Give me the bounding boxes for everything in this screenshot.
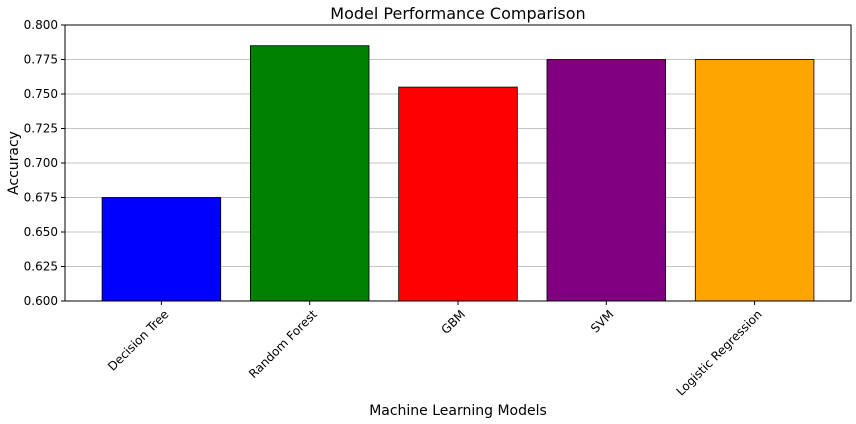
y-tick-label: 0.650 xyxy=(24,225,58,239)
x-axis-ticks: Decision Tree Random Forest GBM SVM Logistic… xyxy=(105,301,765,399)
bar-logistic-regression xyxy=(694,59,815,302)
x-tick-label: SVM xyxy=(588,307,616,335)
y-tick-label: 0.775 xyxy=(24,53,58,67)
y-axis-label: Accuracy xyxy=(6,131,22,195)
chart-title: Model Performance Comparison xyxy=(330,4,585,23)
y-tick-label: 0.750 xyxy=(24,87,58,101)
y-tick-label: 0.625 xyxy=(24,260,58,274)
x-tick-label: Logistic Regression xyxy=(673,307,764,398)
x-tick-label: GBM xyxy=(439,307,469,337)
x-tick-label: Random Forest xyxy=(246,307,320,381)
x-tick-label: Decision Tree xyxy=(105,307,171,373)
bars xyxy=(101,45,815,302)
x-axis-label: Machine Learning Models xyxy=(369,403,547,419)
bar-random-forest xyxy=(249,45,370,302)
bar-decision-tree xyxy=(101,197,222,302)
y-tick-label: 0.725 xyxy=(24,122,58,136)
y-tick-label: 0.600 xyxy=(24,294,58,308)
y-tick-label: 0.700 xyxy=(24,156,58,170)
y-axis-ticks: 0.600 0.625 0.650 0.675 0.700 0.725 0.750 0.775… xyxy=(24,18,65,308)
bar-svm xyxy=(546,59,667,302)
y-tick-label: 0.675 xyxy=(24,191,58,205)
bar-gbm xyxy=(398,86,518,302)
y-tick-label: 0.800 xyxy=(24,18,58,32)
